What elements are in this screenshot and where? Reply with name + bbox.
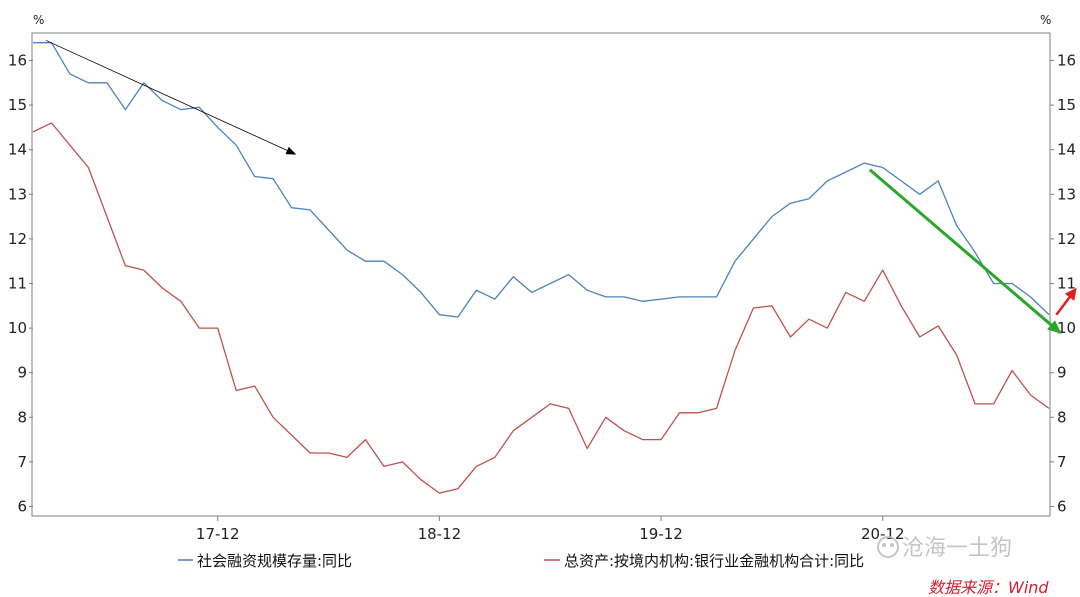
x-tick-label: 20-12 (861, 525, 905, 543)
left-tick-label: 14 (8, 141, 27, 159)
annotation-arrow-2 (868, 168, 1062, 334)
annotation-arrow-1 (45, 40, 297, 155)
right-tick-label: 15 (1057, 96, 1076, 114)
annotation-arrow-3 (1055, 287, 1077, 316)
right-tick-label: 14 (1057, 141, 1076, 159)
right-tick-label: 8 (1057, 408, 1067, 426)
x-tick-label: 18-12 (418, 525, 462, 543)
right-tick-label: 7 (1057, 453, 1067, 471)
watermark-logo-icon (877, 536, 899, 558)
right-tick-label: 11 (1057, 275, 1076, 293)
right-tick-label: 6 (1057, 498, 1067, 516)
left-tick-label: 10 (8, 319, 27, 337)
watermark: 沧海一土狗 (877, 536, 1012, 561)
left-axis-unit: % (33, 13, 44, 27)
right-tick-label: 16 (1057, 52, 1076, 70)
right-y-axis: 6 7 8 9 10 11 12 13 14 15 16 (1050, 52, 1076, 516)
left-tick-label: 6 (17, 498, 27, 516)
right-axis-unit: % (1040, 13, 1051, 27)
left-tick-label: 15 (8, 96, 27, 114)
right-tick-label: 10 (1057, 319, 1076, 337)
legend-label-series-1: 社会融资规模存量:同比 (197, 552, 352, 570)
annotation-layer (45, 40, 1077, 334)
left-tick-label: 8 (17, 408, 27, 426)
left-tick-label: 16 (8, 52, 27, 70)
series-line-2 (32, 122, 1050, 494)
left-tick-label: 13 (8, 185, 27, 203)
source-note: 数据来源：Wind (928, 578, 1049, 597)
x-tick-label: 17-12 (196, 525, 240, 543)
watermark-text: 沧海一土狗 (902, 536, 1012, 561)
left-y-axis: 6 7 8 9 10 11 12 13 14 15 16 (8, 52, 33, 516)
left-tick-label: 11 (8, 275, 27, 293)
left-tick-label: 9 (17, 364, 27, 382)
right-tick-label: 13 (1057, 185, 1076, 203)
series-line-1 (33, 42, 1050, 318)
x-axis: 17-12 18-12 19-12 20-12 (196, 516, 905, 543)
right-tick-label: 12 (1057, 230, 1076, 248)
series-layer (32, 42, 1050, 494)
x-tick-label: 19-12 (639, 525, 683, 543)
legend: 社会融资规模存量:同比 总资产:按境内机构:银行业金融机构合计:同比 (178, 552, 864, 570)
left-tick-label: 12 (8, 230, 27, 248)
left-tick-label: 7 (17, 453, 27, 471)
legend-label-series-2: 总资产:按境内机构:银行业金融机构合计:同比 (564, 552, 864, 570)
plot-frame (31, 32, 1051, 517)
right-tick-label: 9 (1057, 364, 1067, 382)
